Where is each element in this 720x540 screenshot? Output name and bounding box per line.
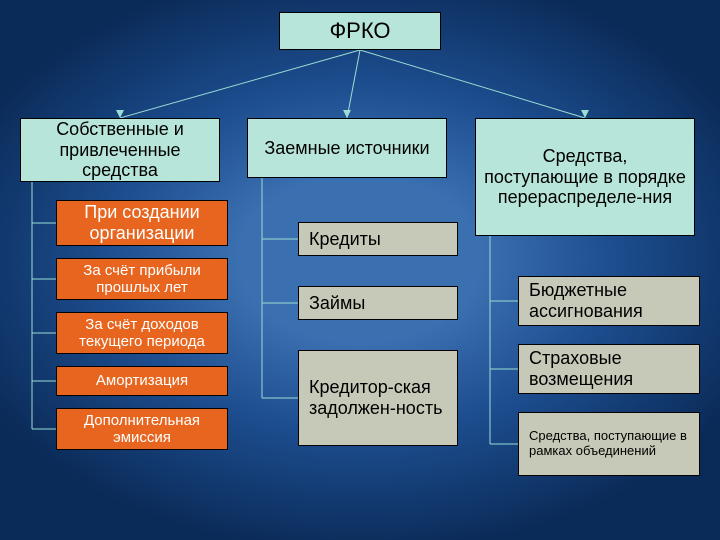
own-funds-item-3: За счёт доходов текущего периода — [56, 312, 228, 354]
root-node: ФРКО — [279, 12, 441, 50]
borrowed-item-2: Займы — [298, 286, 458, 320]
redistrib-item-2: Страховые возмещения — [518, 344, 700, 394]
redistrib-item-3: Средства, поступающие в рамках объединен… — [518, 412, 700, 476]
category-2: Заемные источники — [247, 118, 447, 178]
own-funds-item-2: За счёт прибыли прошлых лет — [56, 258, 228, 300]
own-funds-item-5: Дополнительная эмиссия — [56, 408, 228, 450]
redistrib-item-1: Бюджетные ассигнования — [518, 276, 700, 326]
borrowed-item-3: Кредитор-ская задолжен-ность — [298, 350, 458, 446]
borrowed-item-1: Кредиты — [298, 222, 458, 256]
category-3: Средства, поступающие в порядке перерасп… — [475, 118, 695, 236]
category-1: Собственные и привлеченные средства — [20, 118, 220, 182]
own-funds-item-1: При создании организации — [56, 200, 228, 246]
own-funds-item-4: Амортизация — [56, 366, 228, 396]
